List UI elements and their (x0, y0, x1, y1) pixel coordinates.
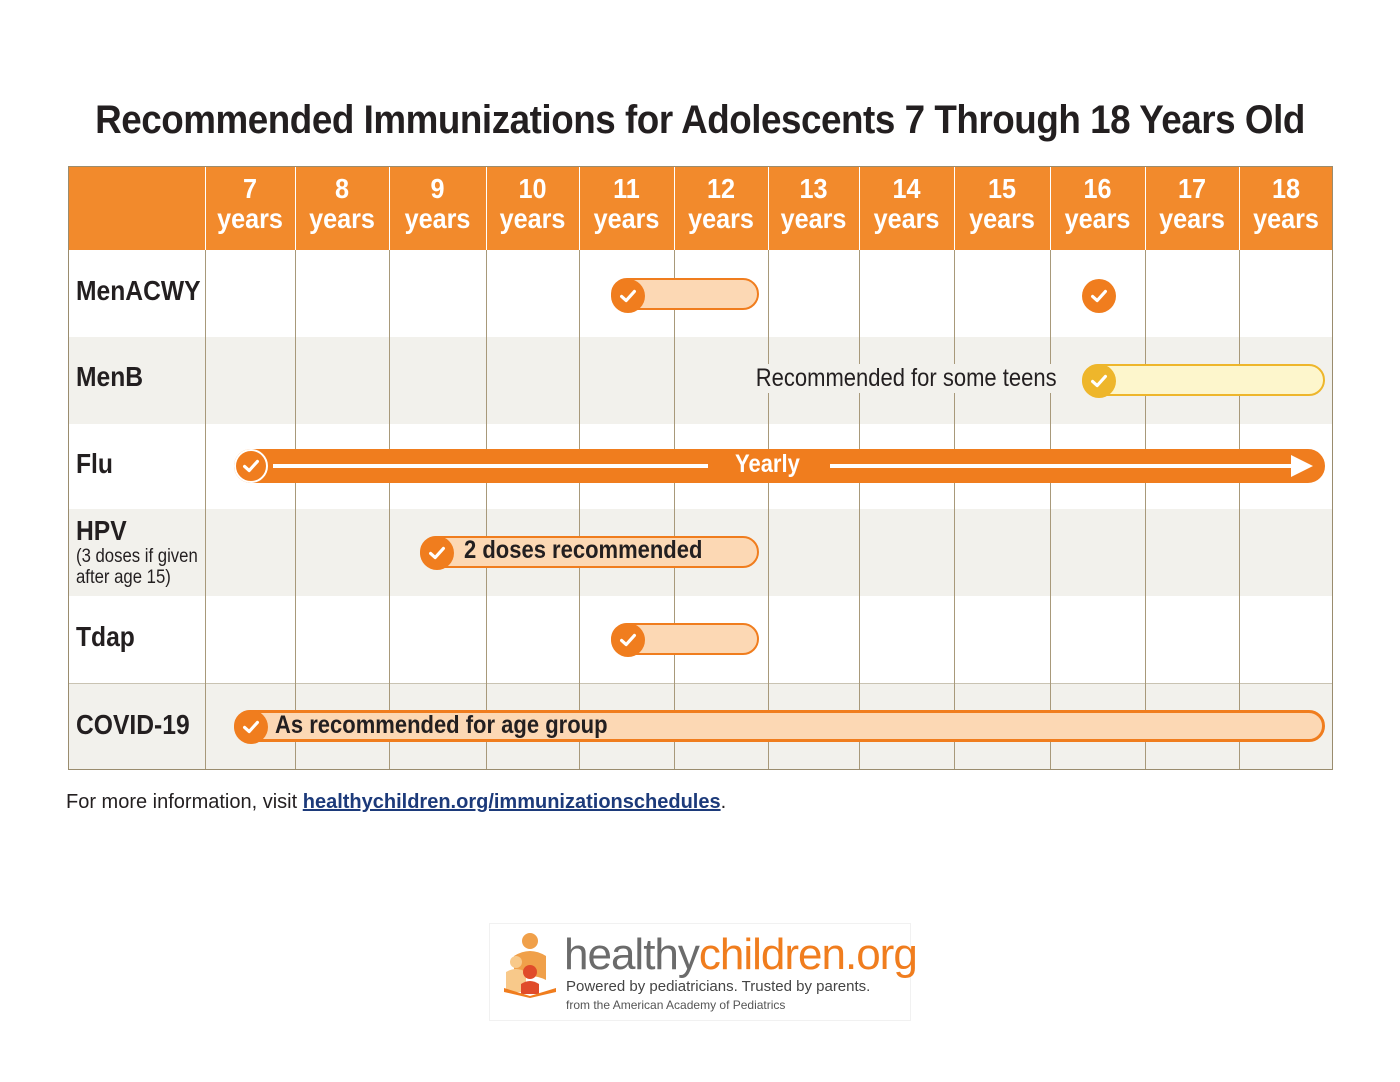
row-label-hpv: HPV (3 doses if given after age 15) (76, 516, 208, 589)
grid-line (1050, 250, 1051, 770)
column-header-15: 15 years (969, 173, 1035, 234)
column-header-13: 13 years (780, 173, 847, 234)
footer-info: For more information, visit healthychild… (66, 791, 726, 814)
hpv-sublabel: (3 doses if given after age 15) (76, 546, 198, 588)
check-icon (611, 279, 645, 313)
column-header-8: 8 years (309, 173, 375, 234)
row-label-tdap: Tdap (76, 621, 135, 652)
footer-link[interactable]: healthychildren.org/immunizationschedule… (302, 791, 721, 813)
flu-line-right (830, 464, 1295, 468)
grid-line (768, 250, 769, 770)
row-label-menacwy: MenACWY (76, 275, 201, 306)
flu-line-left (273, 464, 708, 468)
header-divider (579, 166, 580, 250)
grid-line (295, 250, 296, 770)
header-divider (1239, 166, 1240, 250)
check-icon (234, 449, 268, 483)
header-divider (954, 166, 955, 250)
header-divider (295, 166, 296, 250)
grid-line (859, 250, 860, 770)
menb-note: Recommended for some teens (754, 364, 1059, 393)
grid-line (954, 250, 955, 770)
brand-name: healthychildren.org (564, 930, 918, 979)
header-band (68, 166, 1333, 250)
column-header-17: 17 years (1159, 173, 1225, 234)
column-header-7: 7 years (217, 173, 283, 234)
menb-bar (1082, 364, 1325, 396)
logo-tagline: Powered by pediatricians. Trusted by par… (566, 978, 871, 995)
footer-suffix: . (720, 791, 727, 813)
footer-prefix: For more information, visit (66, 791, 303, 813)
hpv-label: 2 doses recommended (464, 536, 703, 564)
column-header-10: 10 years (499, 173, 566, 234)
column-header-16: 16 years (1064, 173, 1131, 234)
header-divider (859, 166, 860, 250)
covid-separator (68, 683, 1333, 684)
family-logo-icon (504, 933, 556, 998)
check-icon (1082, 364, 1116, 398)
grid-line (674, 250, 675, 770)
header-divider (1050, 166, 1051, 250)
grid-border (68, 166, 1333, 770)
column-header-12: 12 years (688, 173, 754, 234)
grid-line (579, 250, 580, 770)
row-label-covid: COVID-19 (76, 709, 190, 740)
check-icon (420, 536, 454, 570)
check-icon (1082, 279, 1116, 313)
header-divider (205, 166, 206, 250)
covid-label: As recommended for age group (275, 711, 608, 739)
grid-line (1145, 250, 1146, 770)
header-divider (486, 166, 487, 250)
grid-line (389, 250, 390, 770)
column-header-18: 18 years (1253, 173, 1319, 234)
header-divider (1145, 166, 1146, 250)
covid-bar (234, 710, 1325, 742)
page-title: Recommended Immunizations for Adolescent… (95, 98, 1305, 142)
column-header-14: 14 years (873, 173, 940, 234)
arrow-right-icon (1291, 455, 1313, 477)
flu-label: Yearly (735, 450, 800, 478)
hpv-bar (420, 536, 759, 568)
grid-line (205, 166, 206, 770)
healthychildren-logo: healthychildren.org Powered by pediatric… (490, 924, 918, 1020)
check-icon (611, 623, 645, 657)
header-divider (674, 166, 675, 250)
schedule-grid: 7 years 8 years 9 years 10 years 11 years 12 years 1… (68, 166, 1333, 770)
row-label-menb: MenB (76, 361, 144, 392)
grid-line (486, 250, 487, 770)
row-label-flu: Flu (76, 448, 113, 479)
logo-subtag: from the American Academy of Pediatrics (566, 998, 786, 1012)
grid-line (1239, 250, 1240, 770)
check-icon (234, 710, 268, 744)
header-divider (768, 166, 769, 250)
header-divider (389, 166, 390, 250)
column-header-9: 9 years (404, 173, 471, 234)
column-header-11: 11 years (593, 173, 660, 234)
